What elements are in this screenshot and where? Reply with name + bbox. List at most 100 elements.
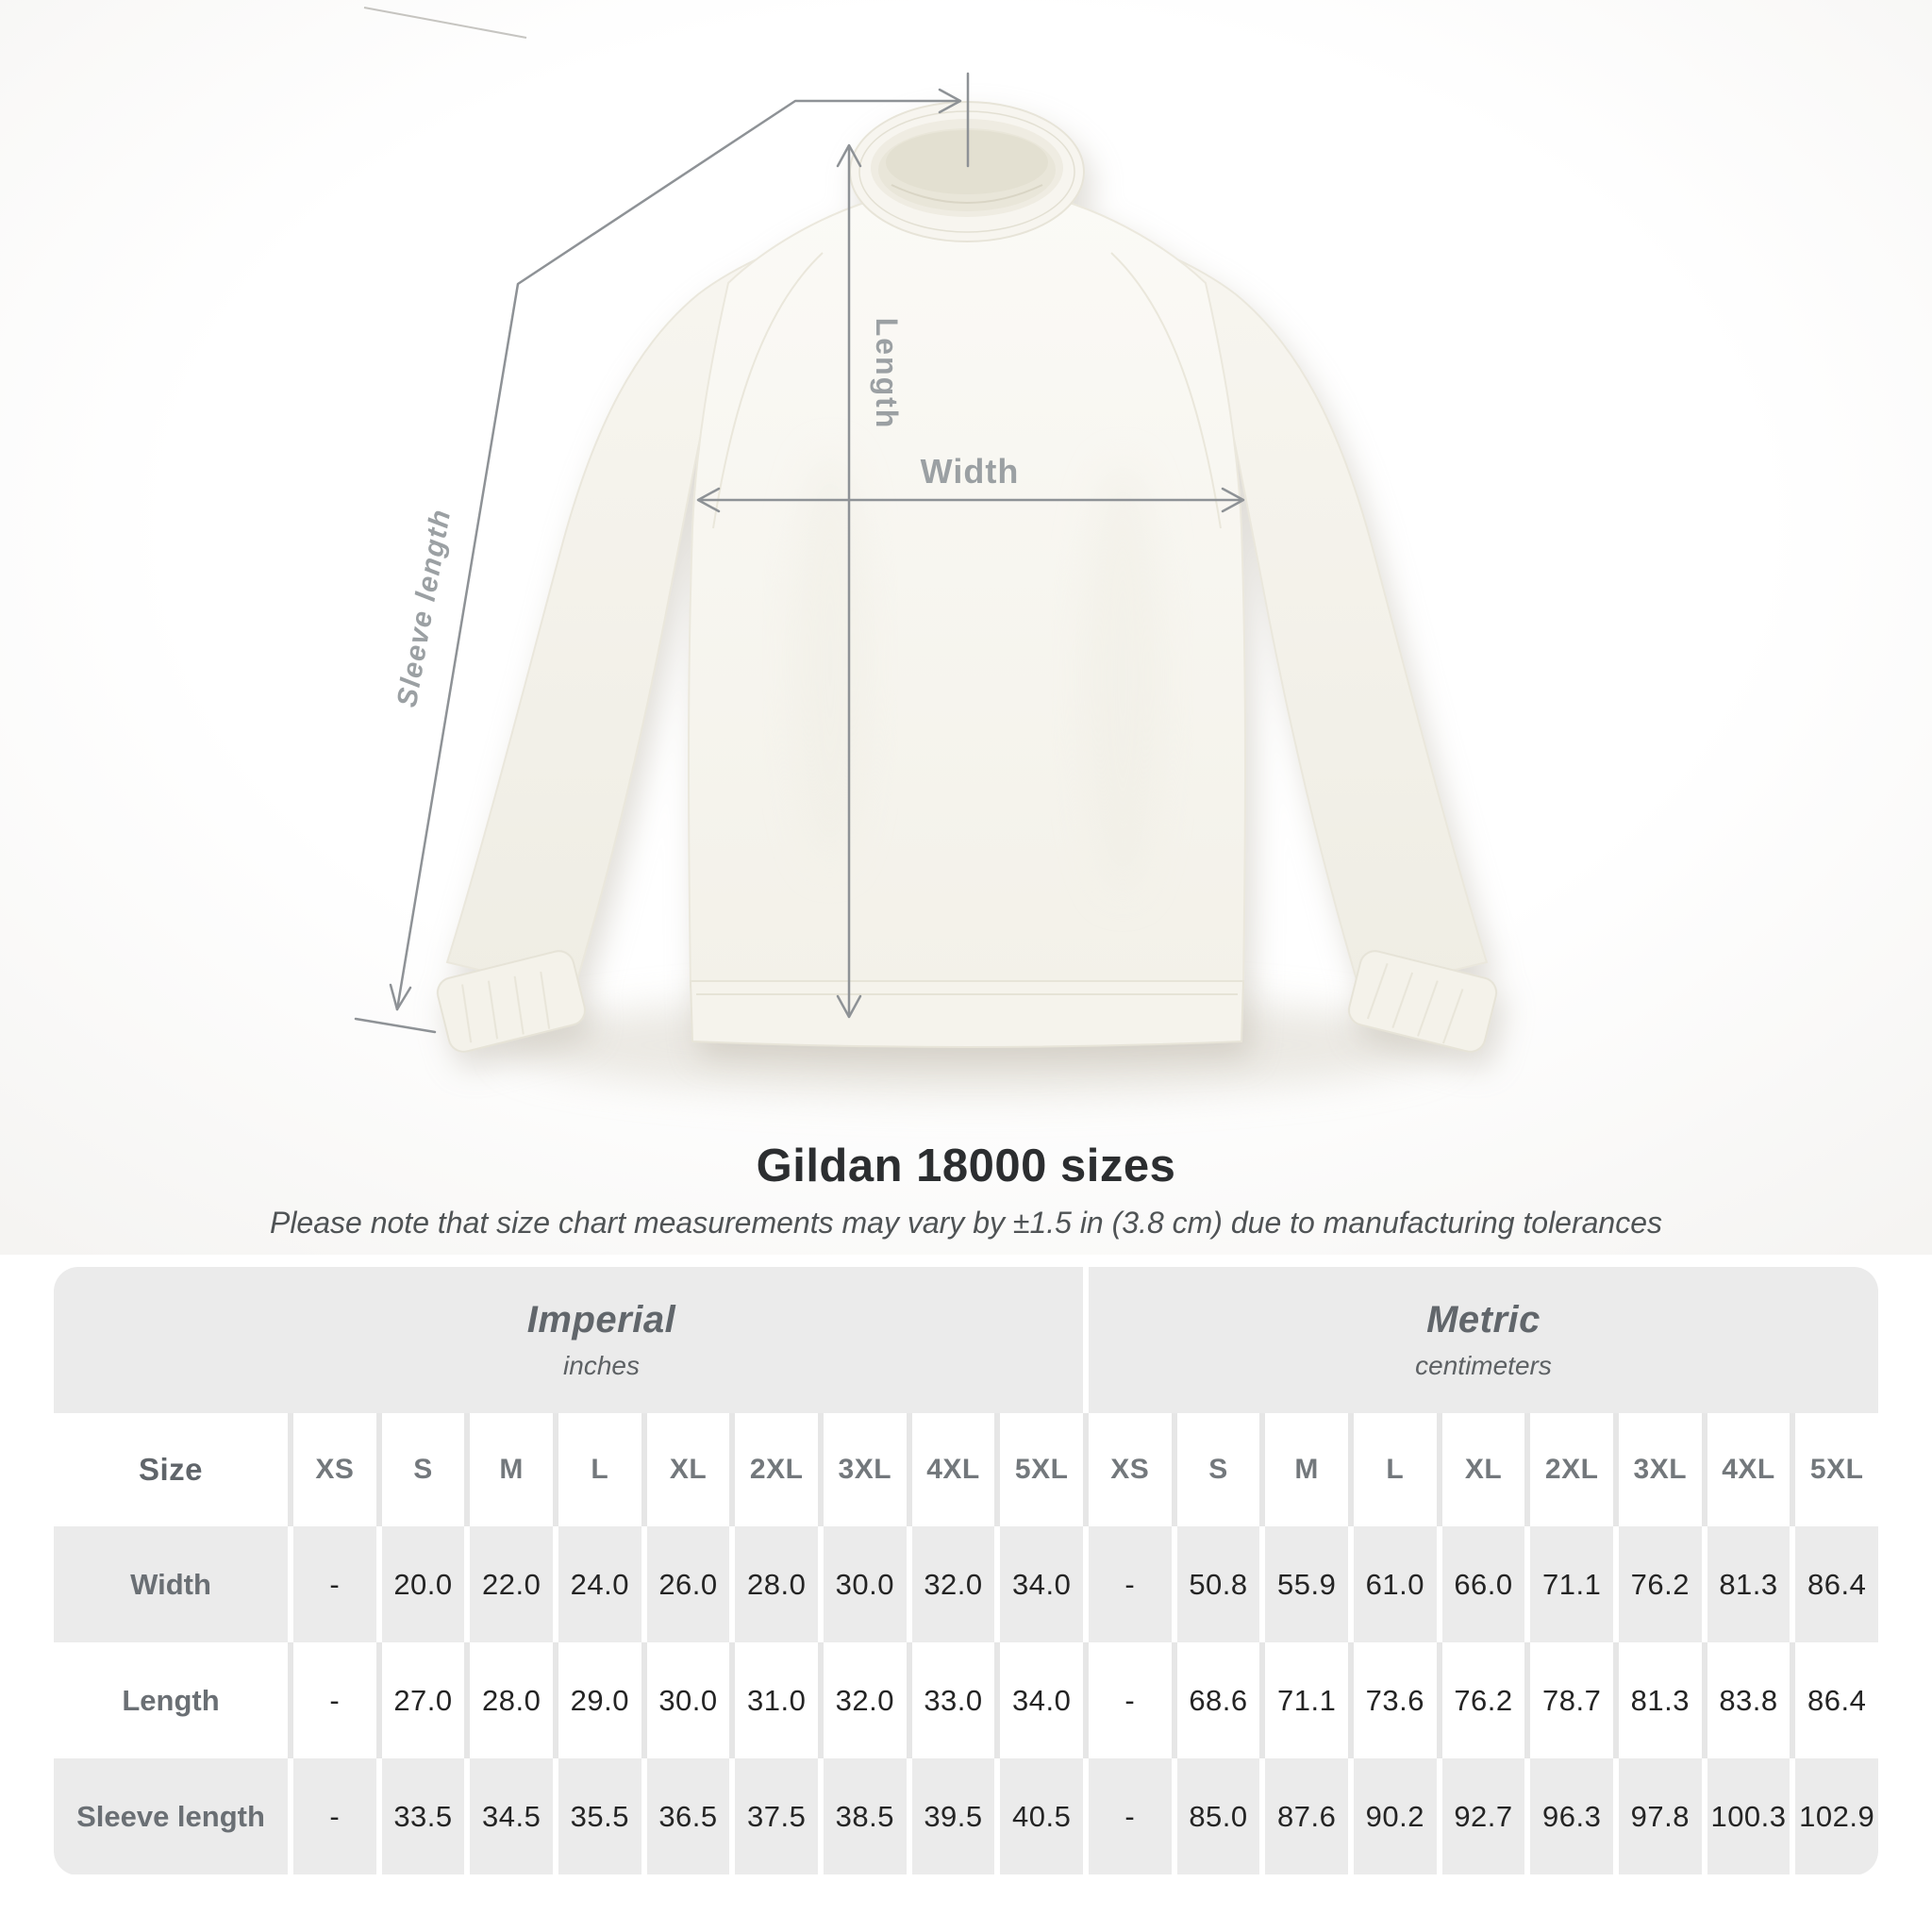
width-imperial-cell: 22.0 <box>470 1526 553 1642</box>
size-header-imperial: L <box>558 1413 641 1526</box>
hem-band <box>689 980 1245 1048</box>
size-header-imperial: 4XL <box>911 1413 995 1526</box>
length-imperial-cell: 32.0 <box>823 1642 907 1758</box>
length-metric-cell: 76.2 <box>1441 1642 1525 1758</box>
length-metric-cell: - <box>1088 1642 1172 1758</box>
size-header-metric: S <box>1176 1413 1260 1526</box>
body-panel <box>688 188 1246 988</box>
left-cuff <box>436 950 587 1053</box>
length-imperial-cell: - <box>293 1642 376 1758</box>
length-metric-cell: 81.3 <box>1618 1642 1702 1758</box>
imperial-label: Imperial <box>526 1299 676 1341</box>
sleeve-imperial-cell: 34.5 <box>470 1758 553 1874</box>
product-photo: Length Width Sleeve length <box>0 0 1932 1255</box>
left-sleeve <box>445 216 878 994</box>
sleeve-length-measure-line <box>354 72 970 1034</box>
right-armhole-seam <box>1110 252 1222 529</box>
arrow-up-icon <box>836 143 862 168</box>
width-imperial-cell: 30.0 <box>823 1526 907 1642</box>
width-metric-cell: 86.4 <box>1795 1526 1878 1642</box>
sleeve-metric-cell: 102.9 <box>1795 1758 1878 1874</box>
length-metric-cell: 86.4 <box>1795 1642 1878 1758</box>
sleeve-imperial-cell: 39.5 <box>911 1758 995 1874</box>
sleeve-metric-cell: 87.6 <box>1265 1758 1348 1874</box>
width-metric-cell: 81.3 <box>1707 1526 1790 1642</box>
length-metric-cell: 71.1 <box>1265 1642 1348 1758</box>
length-measure-line <box>836 143 862 1019</box>
size-header-imperial: 5XL <box>1000 1413 1083 1526</box>
width-imperial-cell: 34.0 <box>1000 1526 1083 1642</box>
background-edge-line <box>363 7 527 39</box>
length-imperial-cell: 28.0 <box>470 1642 553 1758</box>
sweatshirt-diagram: Length Width Sleeve length <box>0 0 1932 1255</box>
size-header-imperial: 3XL <box>823 1413 907 1526</box>
length-imperial-cell: 27.0 <box>381 1642 465 1758</box>
size-header-metric: 4XL <box>1707 1413 1790 1526</box>
arrow-right-icon <box>1221 487 1245 513</box>
size-header-metric: XL <box>1441 1413 1525 1526</box>
sleeve-metric-cell: 85.0 <box>1176 1758 1260 1874</box>
width-imperial-cell: 32.0 <box>911 1526 995 1642</box>
sleeve-imperial-cell: 37.5 <box>735 1758 818 1874</box>
length-imperial-cell: 29.0 <box>558 1642 641 1758</box>
size-header-imperial: XL <box>646 1413 730 1526</box>
sleeve-imperial-cell: 36.5 <box>646 1758 730 1874</box>
width-metric-cell: 55.9 <box>1265 1526 1348 1642</box>
length-imperial-cell: 33.0 <box>911 1642 995 1758</box>
width-imperial-cell: 26.0 <box>646 1526 730 1642</box>
sleeve-metric-cell: 100.3 <box>1707 1758 1790 1874</box>
size-header-imperial: XS <box>293 1413 376 1526</box>
sleeve-imperial-cell: 33.5 <box>381 1758 465 1874</box>
width-imperial-cell: 20.0 <box>381 1526 465 1642</box>
size-header-imperial: 2XL <box>735 1413 818 1526</box>
size-header-metric: M <box>1265 1413 1348 1526</box>
size-column-header: Size <box>54 1413 288 1526</box>
size-header-metric: L <box>1353 1413 1437 1526</box>
length-imperial-cell: 34.0 <box>1000 1642 1083 1758</box>
imperial-group-header: Imperial inches <box>54 1267 1083 1413</box>
width-measure-arrow <box>696 487 1245 513</box>
length-metric-cell: 68.6 <box>1176 1642 1260 1758</box>
length-metric-cell: 78.7 <box>1530 1642 1613 1758</box>
right-cuff <box>1347 950 1498 1053</box>
width-metric-cell: 66.0 <box>1441 1526 1525 1642</box>
table-row-width: Width - 20.0 22.0 24.0 26.0 28.0 30.0 32… <box>54 1526 1878 1642</box>
arrow-right-icon <box>938 88 962 114</box>
sleeve-imperial-cell: 35.5 <box>558 1758 641 1874</box>
fold-shading <box>792 453 868 868</box>
title-block: Gildan 18000 sizes Please note that size… <box>0 1140 1932 1241</box>
width-imperial-cell: 24.0 <box>558 1526 641 1642</box>
fold-shading <box>1083 462 1162 896</box>
length-imperial-cell: 30.0 <box>646 1642 730 1758</box>
table-row-length: Length - 27.0 28.0 29.0 30.0 31.0 32.0 3… <box>54 1642 1878 1758</box>
length-imperial-cell: 31.0 <box>735 1642 818 1758</box>
end-tick <box>354 1017 437 1034</box>
width-label: Width <box>921 452 1020 491</box>
arrow-end-icon <box>389 983 412 1011</box>
width-metric-cell: 71.1 <box>1530 1526 1613 1642</box>
length-label: Length <box>870 318 904 430</box>
row-label: Width <box>54 1526 288 1642</box>
size-header-metric: 2XL <box>1530 1413 1613 1526</box>
width-imperial-cell: - <box>293 1526 376 1642</box>
width-metric-cell: 61.0 <box>1353 1526 1437 1642</box>
metric-label: Metric <box>1426 1299 1541 1341</box>
right-sleeve <box>1056 216 1489 994</box>
sleeve-imperial-cell: 40.5 <box>1000 1758 1083 1874</box>
table-row-sleeve-length: Sleeve length - 33.5 34.5 35.5 36.5 37.5… <box>54 1758 1878 1874</box>
row-label: Length <box>54 1642 288 1758</box>
size-chart-table: Imperial inches Metric centimeters Size … <box>54 1267 1878 1875</box>
sleeve-metric-cell: - <box>1088 1758 1172 1874</box>
page-subtitle: Please note that size chart measurements… <box>269 1206 1663 1240</box>
length-metric-cell: 83.8 <box>1707 1642 1790 1758</box>
width-metric-cell: 50.8 <box>1176 1526 1260 1642</box>
length-metric-cell: 73.6 <box>1353 1642 1437 1758</box>
left-armhole-seam <box>712 252 824 529</box>
metric-group-header: Metric centimeters <box>1089 1267 1878 1413</box>
width-metric-cell: - <box>1088 1526 1172 1642</box>
sleeve-metric-cell: 92.7 <box>1441 1758 1525 1874</box>
imperial-unit-label: inches <box>563 1351 640 1380</box>
size-header-metric: 3XL <box>1618 1413 1702 1526</box>
size-header-metric: 5XL <box>1795 1413 1878 1526</box>
page-title: Gildan 18000 sizes <box>756 1141 1176 1191</box>
